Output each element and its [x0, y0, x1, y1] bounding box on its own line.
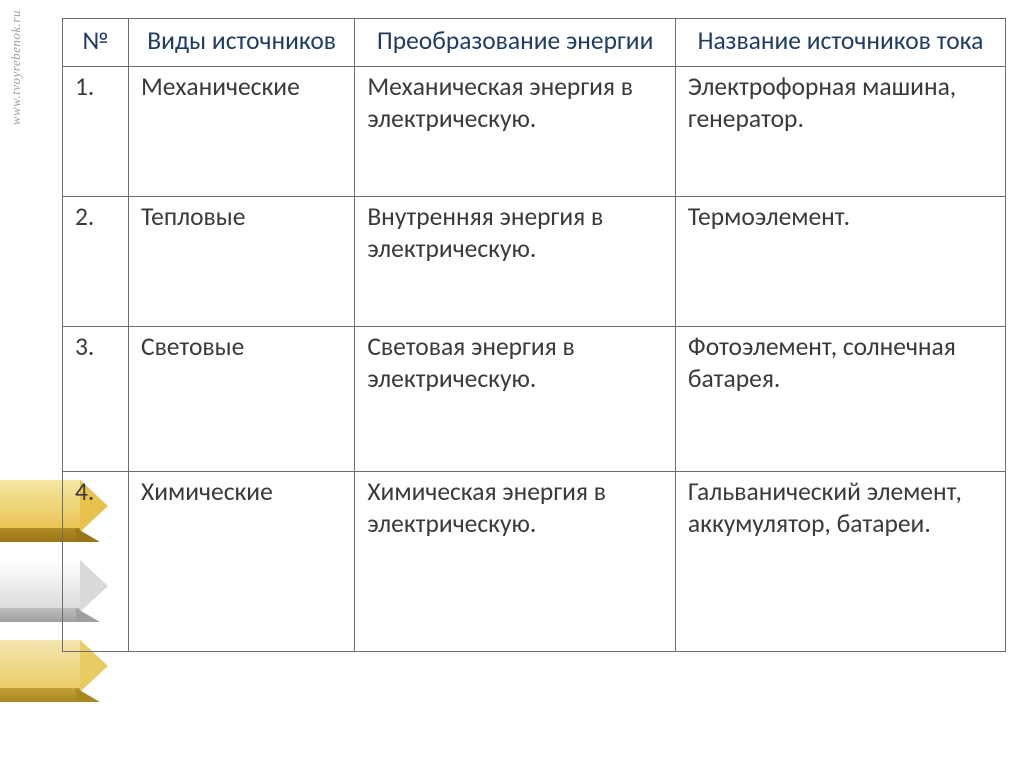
cell-number: 4.: [63, 471, 129, 651]
table-container: № Виды источников Преобразование энергии…: [62, 18, 1006, 652]
col-types: Виды источников: [129, 19, 355, 67]
col-conversion: Преобразование энергии: [355, 19, 676, 67]
table-header: № Виды источников Преобразование энергии…: [63, 19, 1006, 67]
energy-sources-table: № Виды источников Преобразование энергии…: [62, 18, 1006, 652]
col-names: Название источников тока: [675, 19, 1005, 67]
cell-number: 3.: [63, 326, 129, 471]
table-row: 4. Химические Химическая энергия в элект…: [63, 471, 1006, 651]
watermark-text: www.tvoyrebenok.ru: [8, 10, 24, 125]
table-body: 1. Механические Механическая энергия в э…: [63, 66, 1006, 651]
cell-names: Электрофорная машина, генератор.: [675, 66, 1005, 196]
table-row: 2. Тепловые Внутренняя энергия в электри…: [63, 196, 1006, 326]
cell-names: Фотоэлемент, солнечная батарея.: [675, 326, 1005, 471]
cell-number: 1.: [63, 66, 129, 196]
cell-names: Гальванический элемент, аккумулятор, бат…: [675, 471, 1005, 651]
cell-type: Тепловые: [129, 196, 355, 326]
cell-conversion: Световая энергия в электрическую.: [355, 326, 676, 471]
cell-conversion: Химическая энергия в электрическую.: [355, 471, 676, 651]
cell-type: Химические: [129, 471, 355, 651]
cell-names: Термоэлемент.: [675, 196, 1005, 326]
table-row: 3. Световые Световая энергия в электриче…: [63, 326, 1006, 471]
cell-type: Механические: [129, 66, 355, 196]
cell-number: 2.: [63, 196, 129, 326]
col-number: №: [63, 19, 129, 67]
table-row: 1. Механические Механическая энергия в э…: [63, 66, 1006, 196]
cell-conversion: Внутренняя энергия в электрическую.: [355, 196, 676, 326]
cell-conversion: Механическая энергия в электрическую.: [355, 66, 676, 196]
cell-type: Световые: [129, 326, 355, 471]
